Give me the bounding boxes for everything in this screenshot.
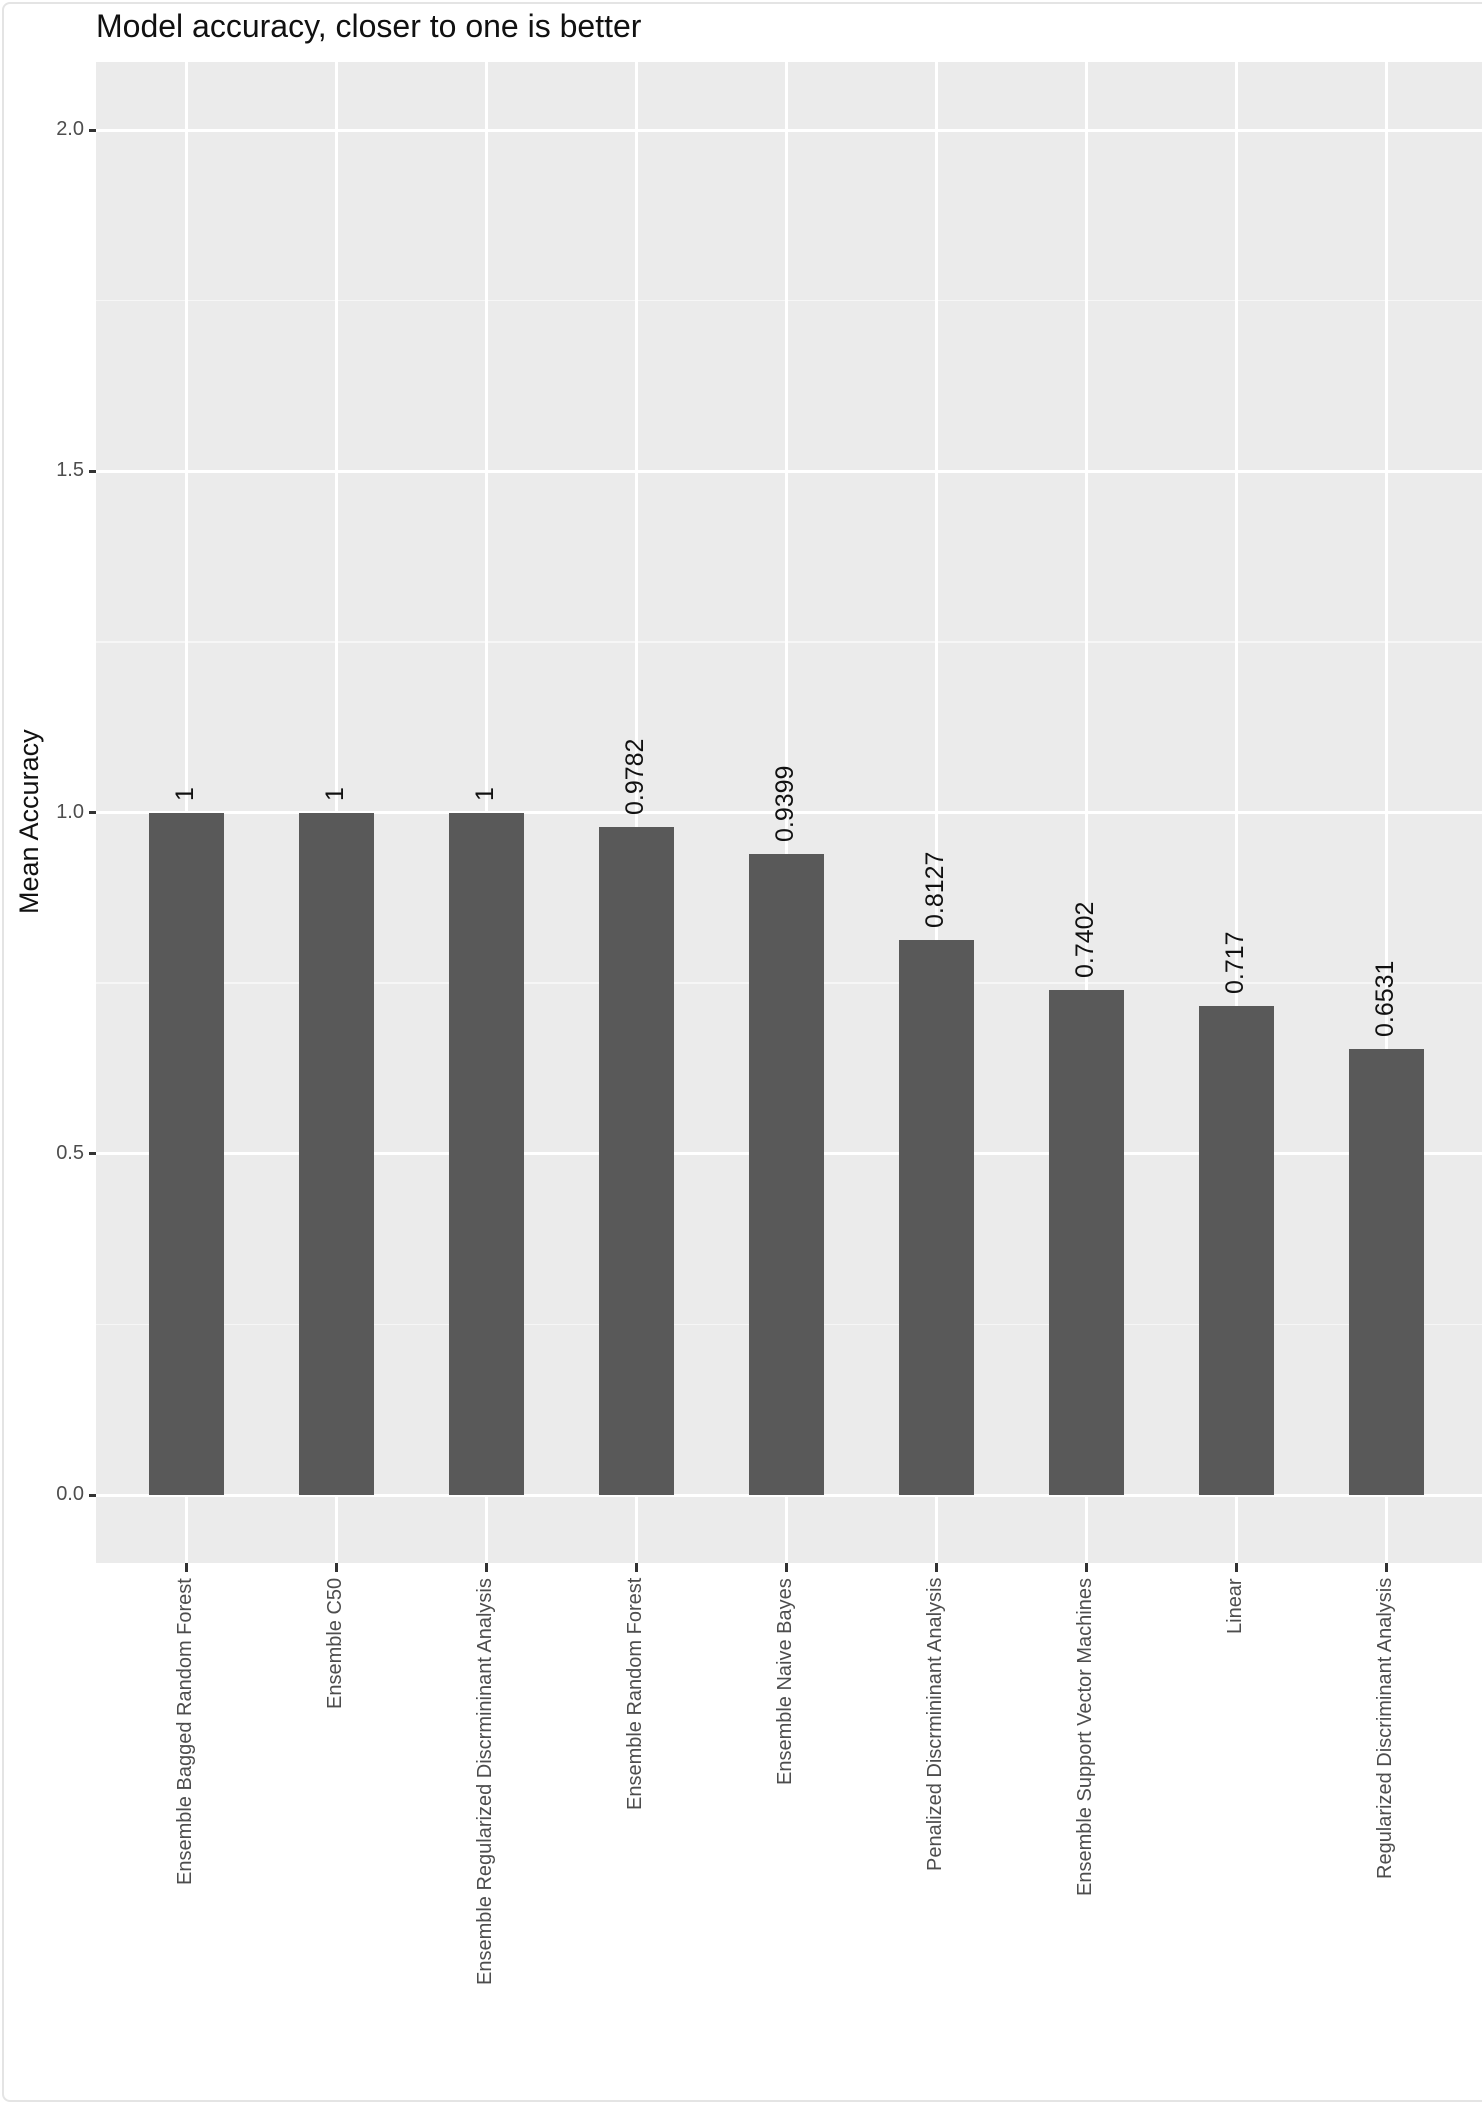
y-tick-label: 2.0 <box>56 118 84 140</box>
x-tick-label: Ensemble Regularized Discrmininant Analy… <box>474 1578 496 1985</box>
x-tick <box>184 1563 188 1572</box>
gridline-major <box>96 811 1482 814</box>
bar <box>1048 989 1124 1495</box>
chart-title: Model accuracy, closer to one is better <box>96 8 642 44</box>
y-tick <box>89 128 96 132</box>
bar-value-label: 0.9782 <box>621 738 649 816</box>
x-tick <box>1384 1563 1388 1572</box>
bar-value-label: 1 <box>321 786 349 801</box>
x-tick-label: Ensemble Naive Bayes <box>774 1578 796 1785</box>
bar <box>898 940 974 1495</box>
y-tick-label: 1.0 <box>56 800 84 823</box>
gridline-vertical <box>1234 62 1238 1563</box>
gridline-vertical <box>1384 62 1388 1563</box>
bar <box>448 812 524 1495</box>
x-tick-label: Ensemble Bagged Random Forest <box>174 1578 196 1885</box>
gridline-vertical <box>634 62 638 1563</box>
gridline-minor <box>96 641 1482 643</box>
x-tick-label: Linear <box>1224 1578 1246 1634</box>
x-tick <box>934 1563 938 1572</box>
x-tick <box>1234 1563 1238 1572</box>
x-tick <box>634 1563 638 1572</box>
x-tick-label: Ensemble C50 <box>324 1577 346 1709</box>
bar <box>748 853 824 1495</box>
gridline-minor <box>96 299 1482 302</box>
bar-value-label: 1 <box>471 786 499 801</box>
y-tick <box>89 469 96 473</box>
gridline-major <box>96 469 1482 473</box>
x-tick-label: Regularized Discriminant Analysis <box>1374 1577 1396 1879</box>
x-tick-label: Penalized Discrmininant Analysis <box>924 1577 946 1871</box>
gridline-major <box>96 128 1482 132</box>
y-tick-label: 0.5 <box>56 1141 84 1164</box>
bar <box>1198 1005 1274 1495</box>
bar-value-label: 0.8127 <box>921 851 949 929</box>
x-tick <box>484 1563 488 1572</box>
gridline-vertical <box>1084 62 1088 1563</box>
bar-value-label: 0.9399 <box>771 765 799 842</box>
bar <box>598 827 674 1495</box>
bar-value-label: 0.717 <box>1221 931 1249 994</box>
gridline-vertical <box>934 62 938 1563</box>
bar-value-label: 1 <box>171 786 199 801</box>
gridline-major <box>96 1493 1482 1497</box>
y-tick <box>89 1152 96 1156</box>
y-tick-label: 0.0 <box>56 1483 84 1505</box>
bar <box>148 812 224 1495</box>
y-tick-label: 1.5 <box>56 459 84 482</box>
bar <box>1348 1049 1424 1495</box>
x-tick-label: Ensemble Support Vector Machines <box>1074 1578 1096 1896</box>
bar-value-label: 0.6531 <box>1371 960 1399 1038</box>
x-tick <box>1084 1563 1088 1572</box>
x-tick <box>784 1563 788 1572</box>
plot-panel <box>96 62 1482 1563</box>
x-tick <box>334 1563 338 1572</box>
gridline-vertical <box>784 62 788 1563</box>
bar-value-label: 0.7402 <box>1071 901 1099 978</box>
bar <box>298 812 374 1495</box>
y-tick <box>89 811 96 814</box>
y-tick <box>89 1493 96 1497</box>
x-tick-label: Ensemble Random Forest <box>624 1577 646 1810</box>
